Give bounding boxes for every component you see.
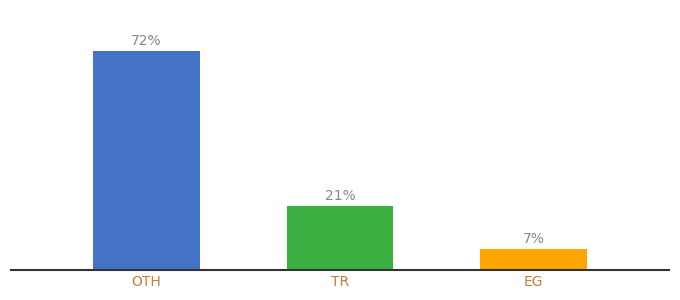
Bar	[93, 51, 200, 270]
Bar	[287, 206, 393, 270]
Bar	[480, 249, 587, 270]
Text: 7%: 7%	[522, 232, 545, 246]
Text: 72%: 72%	[131, 34, 162, 48]
Text: 21%: 21%	[324, 189, 356, 203]
